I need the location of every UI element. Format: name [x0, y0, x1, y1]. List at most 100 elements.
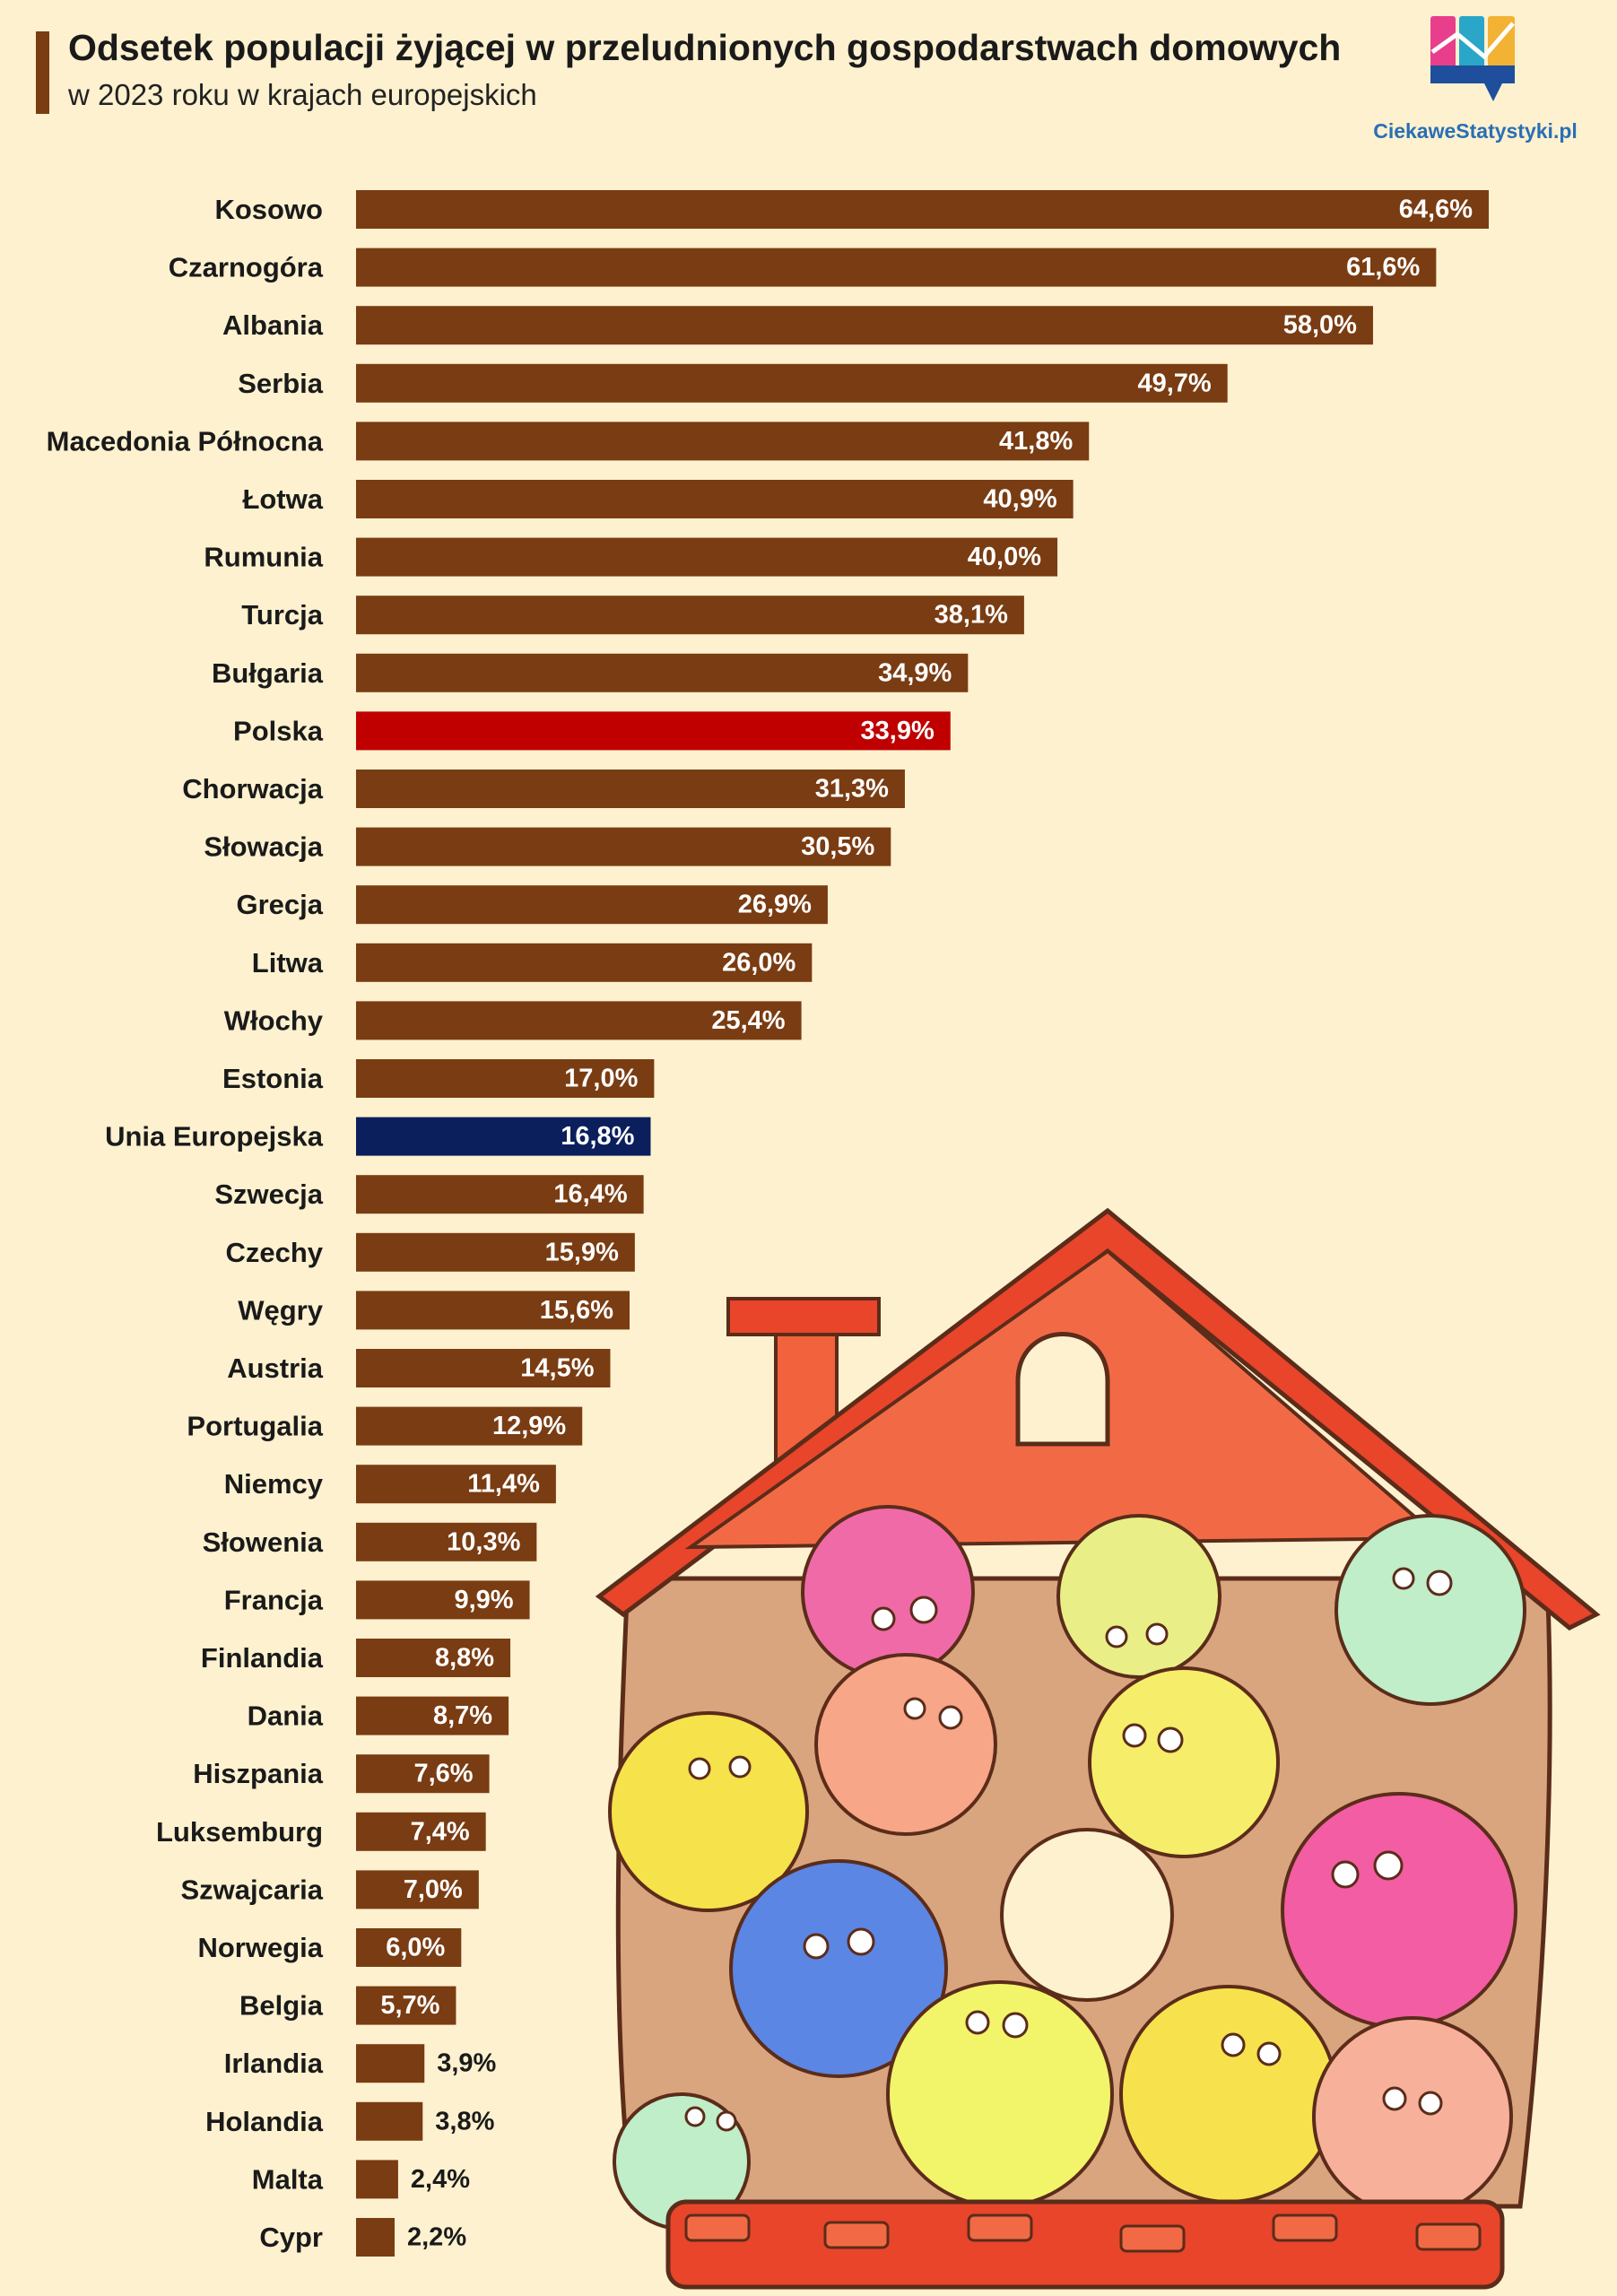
bar — [356, 190, 1489, 229]
value-label: 15,9% — [545, 1238, 619, 1266]
category-label: Bułgaria — [212, 657, 324, 689]
category-label: Portugalia — [187, 1411, 323, 1442]
title-accent-bar — [36, 31, 49, 114]
value-label: 9,9% — [454, 1586, 513, 1614]
bar — [356, 1349, 611, 1387]
value-label: 61,6% — [1346, 253, 1420, 282]
category-label: Szwecja — [214, 1178, 323, 1210]
bar — [356, 1465, 556, 1504]
value-label: 49,7% — [1137, 369, 1211, 397]
value-label: 8,8% — [435, 1644, 494, 1673]
bar — [356, 480, 1074, 518]
value-label: 10,3% — [447, 1527, 520, 1556]
category-label: Słowacja — [204, 831, 323, 863]
bar — [356, 2101, 423, 2141]
category-label: Włochy — [224, 1004, 324, 1036]
value-label: 3,9% — [437, 2049, 496, 2078]
value-label: 64,6% — [1399, 196, 1473, 224]
bar — [356, 2160, 398, 2199]
bar — [356, 596, 1024, 635]
category-label: Dania — [248, 1700, 324, 1732]
bar — [356, 248, 1437, 287]
crowded-house-illustration — [595, 1207, 1601, 2290]
chart-header: Odsetek populacji żyjącej w przeludniony… — [36, 27, 1381, 126]
category-label: Szwajcaria — [180, 1874, 323, 1905]
value-label: 31,3% — [815, 775, 889, 804]
category-label: Malta — [252, 2163, 324, 2195]
category-label: Czarnogóra — [169, 252, 324, 283]
category-label: Serbia — [238, 368, 324, 399]
category-label: Turcja — [241, 599, 323, 631]
bar — [356, 711, 951, 751]
category-label: Estonia — [222, 1063, 324, 1094]
category-label: Chorwacja — [182, 773, 324, 804]
value-label: 3,8% — [435, 2107, 494, 2135]
bar — [356, 1812, 486, 1851]
value-label: 16,8% — [561, 1122, 634, 1151]
value-label: 15,6% — [540, 1296, 613, 1325]
bar — [356, 1986, 456, 2025]
value-label: 30,5% — [801, 832, 874, 861]
logo-text: CiekaweStatystyki.pl — [1373, 119, 1578, 143]
value-label: 26,0% — [722, 948, 795, 977]
bar — [356, 1639, 511, 1677]
bar — [356, 1580, 530, 1620]
value-label: 11,4% — [467, 1470, 540, 1499]
bar — [356, 422, 1090, 461]
bar-chart-logo-icon: CiekaweStatystyki.pl — [1345, 16, 1605, 160]
bar — [356, 1406, 583, 1446]
value-label: 7,4% — [411, 1817, 470, 1846]
value-label: 2,4% — [411, 2165, 470, 2194]
bar — [356, 306, 1373, 345]
category-label: Czechy — [225, 1237, 323, 1268]
bar — [356, 1291, 630, 1330]
value-label: 8,7% — [433, 1701, 492, 1730]
value-label: 34,9% — [878, 658, 952, 687]
bar — [356, 537, 1058, 577]
category-label: Hiszpania — [193, 1758, 323, 1789]
category-label: Cypr — [259, 2222, 323, 2253]
bar — [356, 1001, 802, 1040]
bar — [356, 1059, 655, 1098]
category-label: Austria — [227, 1352, 324, 1384]
category-label: Rumunia — [204, 542, 323, 573]
bar — [356, 1696, 509, 1735]
bar — [356, 943, 813, 982]
value-label: 26,9% — [738, 891, 812, 919]
value-label: 5,7% — [380, 1991, 439, 2020]
category-label: Polska — [233, 715, 324, 746]
chart-subtitle: w 2023 roku w krajach europejskich — [68, 78, 537, 111]
bar — [356, 653, 969, 692]
category-label: Słowenia — [203, 1526, 324, 1558]
category-label: Macedonia Północna — [47, 425, 324, 457]
value-label: 58,0% — [1283, 311, 1357, 340]
logo-graphic — [1430, 16, 1515, 101]
category-label: Niemcy — [224, 1468, 324, 1500]
category-label: Luksemburg — [156, 1816, 323, 1848]
bar — [356, 827, 891, 866]
category-label: Łotwa — [242, 483, 323, 515]
value-label: 41,8% — [999, 427, 1073, 456]
value-label: 25,4% — [711, 1006, 785, 1035]
category-label: Holandia — [205, 2106, 324, 2137]
category-label: Litwa — [252, 947, 324, 978]
value-label: 40,0% — [968, 543, 1041, 571]
value-label: 7,0% — [404, 1875, 463, 1904]
bar — [356, 885, 828, 925]
bars-group: Kosowo 64,6% Czarnogóra 61,6% Albania 58,0% Se… — [47, 190, 1489, 2257]
bar — [356, 1232, 635, 1272]
value-label: 16,4% — [553, 1180, 627, 1209]
category-label: Albania — [222, 309, 324, 341]
value-label: 2,2% — [407, 2223, 466, 2252]
category-label: Finlandia — [201, 1642, 324, 1674]
value-label: 40,9% — [983, 485, 1056, 514]
bar — [356, 1928, 462, 1967]
category-label: Irlandia — [224, 2048, 324, 2079]
bar — [356, 2218, 396, 2257]
category-label: Belgia — [239, 1990, 324, 2022]
category-label: Norwegia — [197, 1932, 323, 1963]
bar — [356, 1117, 651, 1156]
bar — [356, 1754, 490, 1794]
value-label: 38,1% — [935, 601, 1008, 630]
